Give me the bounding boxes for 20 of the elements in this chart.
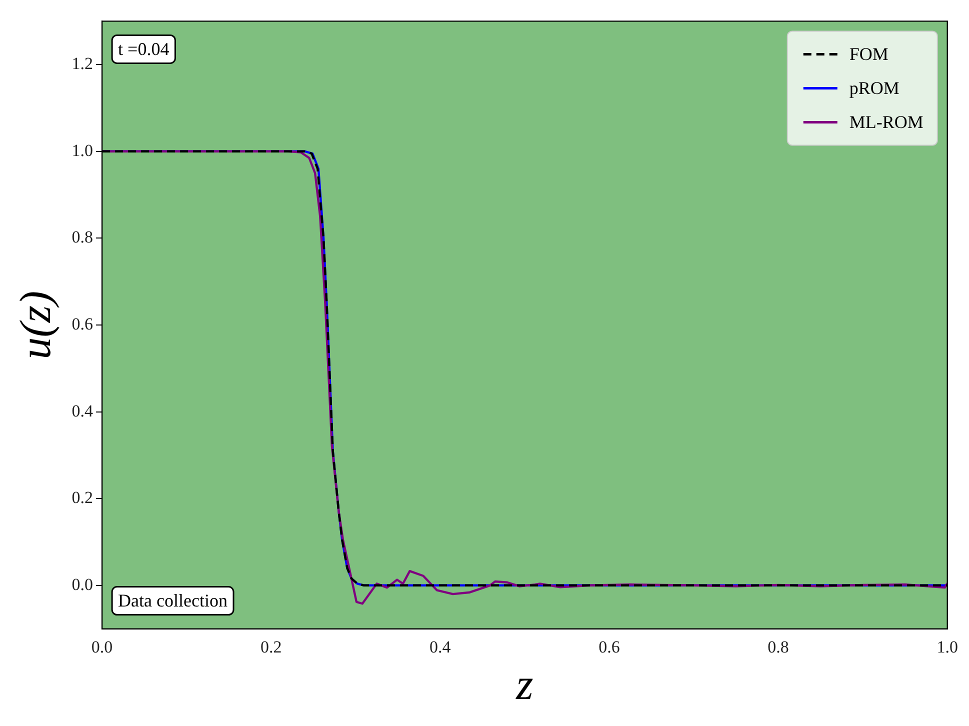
y-tick-label: 0.8 bbox=[72, 228, 94, 247]
legend-label: FOM bbox=[849, 44, 888, 64]
annotation: Data collection bbox=[118, 590, 228, 611]
y-tick-label: 1.2 bbox=[72, 54, 94, 74]
y-tick-label: 1.0 bbox=[72, 140, 94, 160]
y-tick-label: 0.2 bbox=[72, 488, 94, 508]
x-tick-label: 0.0 bbox=[91, 637, 113, 656]
annotation: t =0.04 bbox=[118, 38, 170, 59]
x-tick-label: 1.0 bbox=[936, 637, 958, 656]
y-tick-label: 0.0 bbox=[72, 574, 94, 594]
legend-label: ML-ROM bbox=[849, 112, 924, 132]
legend-label: pROM bbox=[849, 78, 900, 98]
y-axis-title: u(z) bbox=[10, 290, 60, 360]
x-axis-title: z bbox=[515, 660, 534, 710]
y-tick-label: 0.4 bbox=[72, 401, 94, 420]
x-tick-label: 0.6 bbox=[598, 637, 620, 656]
x-tick-label: 0.4 bbox=[430, 637, 452, 656]
y-tick-label: 0.6 bbox=[72, 314, 94, 334]
x-tick-label: 0.2 bbox=[260, 637, 282, 656]
x-tick-label: 0.8 bbox=[768, 637, 789, 656]
